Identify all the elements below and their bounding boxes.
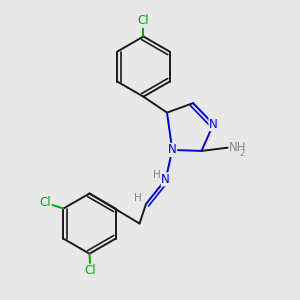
Text: H: H bbox=[153, 170, 160, 180]
Text: N: N bbox=[161, 173, 170, 186]
Text: NH: NH bbox=[229, 141, 247, 154]
Text: Cl: Cl bbox=[85, 264, 96, 277]
Text: Cl: Cl bbox=[40, 196, 51, 209]
Text: N: N bbox=[168, 143, 177, 156]
Text: Cl: Cl bbox=[138, 14, 149, 27]
Text: N: N bbox=[209, 118, 218, 131]
Text: H: H bbox=[134, 193, 142, 203]
Text: 2: 2 bbox=[239, 149, 244, 158]
